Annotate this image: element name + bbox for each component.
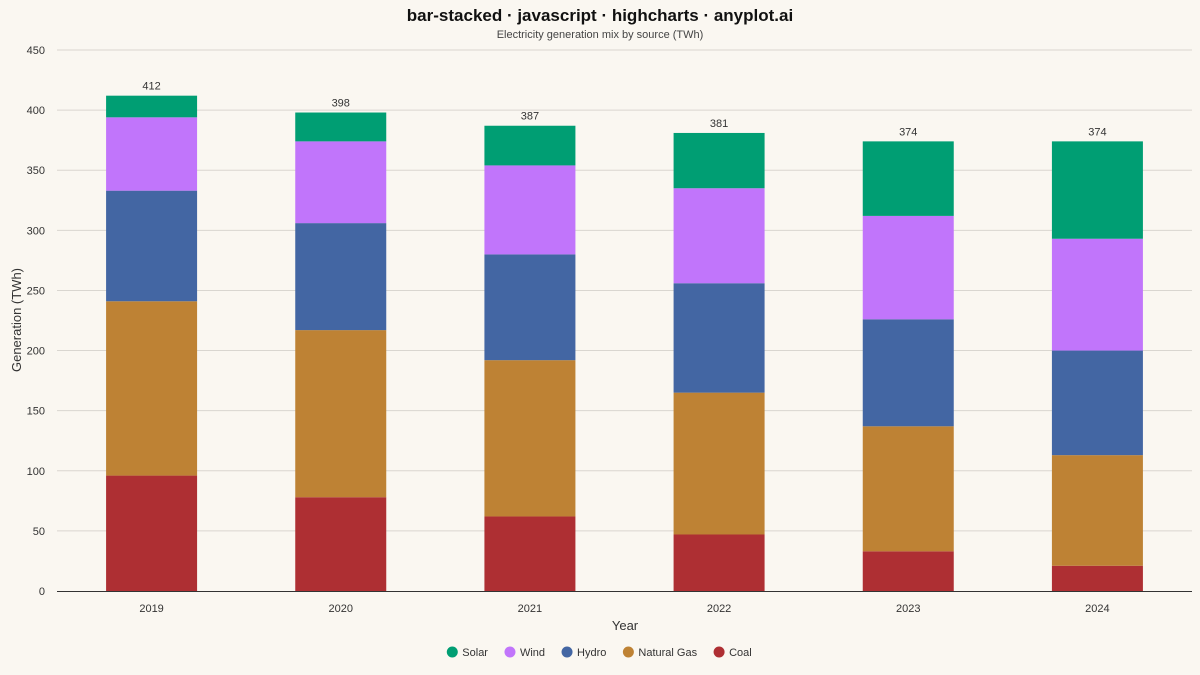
x-tick-label: 2023 [896, 603, 920, 615]
bar-segment-wind-2019[interactable] [106, 117, 198, 191]
bar-segment-wind-2021[interactable] [484, 165, 576, 255]
stack-totals: 412 398 387 381 374 374 [142, 81, 1106, 139]
y-axis-title: Generation (TWh) [9, 268, 24, 372]
y-tick-label: 200 [27, 346, 45, 358]
bar-segment-hydro-2020[interactable] [295, 223, 387, 331]
bar-segment-natural-gas-2024[interactable] [1051, 455, 1143, 566]
bar-segment-coal-2021[interactable] [484, 516, 576, 591]
bar-segment-natural-gas-2021[interactable] [484, 360, 576, 517]
bar-segment-hydro-2019[interactable] [106, 190, 198, 302]
bar-segment-hydro-2023[interactable] [862, 319, 954, 427]
y-axis-ticks: 0 50 100 150 200 250 300 350 400 450 [27, 45, 45, 598]
bar-segment-solar-2020[interactable] [295, 112, 387, 142]
x-axis-ticks: 2019 2020 2021 2022 2023 2024 [139, 603, 1109, 615]
legend-item-coal[interactable]: Coal [713, 646, 752, 660]
stack-total-label: 387 [521, 111, 539, 123]
stack-total-label: 374 [899, 126, 917, 138]
x-tick-label: 2022 [707, 603, 731, 615]
x-tick-label: 2021 [518, 603, 542, 615]
y-tick-label: 100 [27, 466, 45, 478]
bar-segment-coal-2022[interactable] [673, 534, 765, 591]
legend-label: Solar [462, 647, 488, 659]
bar-segment-wind-2020[interactable] [295, 141, 387, 224]
legend-item-hydro[interactable]: Hydro [561, 646, 607, 660]
stack-total-label: 398 [332, 98, 350, 110]
bar-segment-coal-2019[interactable] [106, 475, 198, 591]
bar-segment-solar-2024[interactable] [1051, 141, 1143, 239]
y-tick-label: 250 [27, 285, 45, 297]
legend-label: Wind [520, 647, 545, 659]
bar-segment-natural-gas-2022[interactable] [673, 392, 765, 535]
stack-total-label: 374 [1088, 126, 1106, 138]
y-tick-label: 300 [27, 225, 45, 237]
legend-marker [713, 646, 725, 658]
bar-segment-solar-2023[interactable] [862, 141, 954, 216]
x-tick-label: 2024 [1085, 603, 1109, 615]
bar-segment-coal-2024[interactable] [1051, 565, 1143, 591]
legend-marker [504, 646, 516, 658]
legend-item-natural-gas[interactable]: Natural Gas [622, 646, 698, 660]
legend-item-solar[interactable]: Solar [446, 646, 489, 660]
x-tick-label: 2019 [139, 603, 163, 615]
bar-segment-natural-gas-2020[interactable] [295, 330, 387, 498]
legend-marker [561, 646, 573, 658]
bar-segment-solar-2021[interactable] [484, 125, 576, 166]
bar-segment-wind-2024[interactable] [1051, 238, 1143, 351]
x-axis-title: Year [612, 618, 639, 633]
x-tick-label: 2020 [329, 603, 353, 615]
legend: Solar Wind Hydro Natural Gas Coal [446, 646, 752, 660]
bar-segment-hydro-2022[interactable] [673, 283, 765, 393]
chart-title: bar-stacked · javascript · highcharts · … [407, 6, 793, 25]
bar-segment-wind-2023[interactable] [862, 215, 954, 320]
bar-segment-natural-gas-2019[interactable] [106, 301, 198, 476]
bar-segment-hydro-2024[interactable] [1051, 350, 1143, 456]
legend-label: Natural Gas [638, 647, 697, 659]
y-tick-label: 450 [27, 45, 45, 57]
legend-item-wind[interactable]: Wind [504, 646, 545, 660]
grid [57, 49, 1192, 532]
legend-label: Hydro [577, 647, 606, 659]
y-tick-label: 400 [27, 105, 45, 117]
chart-subtitle: Electricity generation mix by source (TW… [497, 29, 704, 41]
bar-segment-solar-2019[interactable] [106, 95, 198, 118]
y-tick-label: 0 [39, 586, 45, 598]
bar-segment-coal-2020[interactable] [295, 497, 387, 591]
legend-label: Coal [729, 647, 752, 659]
y-tick-label: 350 [27, 165, 45, 177]
stack-total-label: 381 [710, 118, 728, 130]
stack-total-label: 412 [142, 81, 160, 93]
bar-segment-solar-2022[interactable] [673, 132, 765, 189]
y-tick-label: 50 [33, 526, 45, 538]
bar-segment-coal-2023[interactable] [862, 551, 954, 591]
bar-segment-wind-2022[interactable] [673, 188, 765, 284]
legend-marker [446, 646, 458, 658]
bar-segment-natural-gas-2023[interactable] [862, 426, 954, 552]
legend-marker [622, 646, 634, 658]
bar-segment-hydro-2021[interactable] [484, 254, 576, 361]
y-tick-label: 150 [27, 406, 45, 418]
bars [106, 95, 1143, 591]
